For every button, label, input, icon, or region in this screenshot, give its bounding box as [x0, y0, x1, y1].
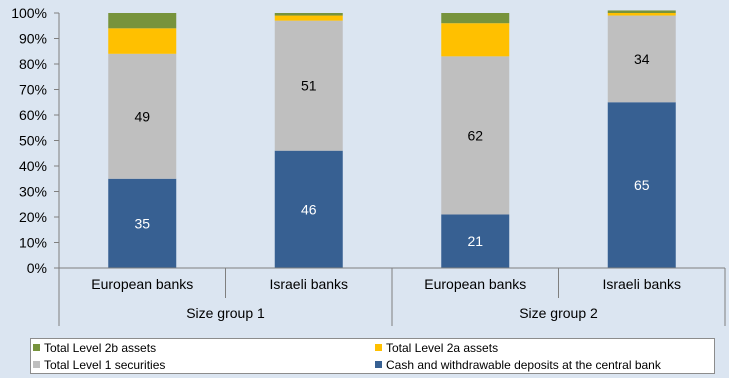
legend-item-cash: Cash and withdrawable deposits at the ce…: [375, 356, 661, 373]
bar-total-level-2b-assets-3: [441, 13, 510, 24]
data-label-cash-and-withdrawable-deposits-at-the-central-bank-4: 65: [634, 177, 650, 193]
y-tick-label: 90%: [19, 31, 47, 47]
legend-swatch-level-2b: [33, 344, 40, 351]
data-label-total-level-1-securities-4: 34: [634, 51, 650, 67]
group-label-2: Size group 2: [519, 305, 598, 321]
bar-total-level-2a-assets-3: [441, 23, 510, 57]
y-tick-label: 60%: [19, 107, 47, 123]
legend-label-level-2a: Total Level 2a assets: [386, 340, 499, 355]
data-label-cash-and-withdrawable-deposits-at-the-central-bank-1: 35: [134, 215, 150, 231]
bar-labels-layer: 35 49 46 51 21 62 65 34: [134, 51, 649, 249]
category-labels: European banks Israeli banks European bank…: [91, 276, 681, 292]
axes-layer: [54, 12, 726, 326]
bar-total-level-1-securities-2: [274, 20, 343, 151]
bar-cash-and-withdrawable-deposits-at-the-central-bank-4: [607, 102, 676, 268]
y-tick-label: 0%: [27, 260, 47, 276]
y-tick-label: 20%: [19, 209, 47, 225]
category-label-1: European banks: [91, 276, 193, 292]
y-tick-label: 100%: [11, 5, 47, 21]
legend-label-level-2b: Total Level 2b assets: [44, 340, 157, 355]
bar-total-level-2a-assets-1: [108, 28, 177, 54]
bar-total-level-2a-assets-2: [274, 15, 343, 21]
legend-label-level-1: Total Level 1 securities: [44, 357, 166, 372]
bar-total-level-1-securities-4: [607, 15, 676, 103]
category-label-4: Israeli banks: [602, 276, 681, 292]
data-label-total-level-1-securities-3: 62: [467, 127, 483, 143]
bar-cash-and-withdrawable-deposits-at-the-central-bank-2: [274, 150, 343, 268]
bar-total-level-2b-assets-4: [607, 10, 676, 13]
group-labels: Size group 1 Size group 2: [186, 305, 598, 321]
y-tick-label: 70%: [19, 82, 47, 98]
data-label-cash-and-withdrawable-deposits-at-the-central-bank-2: 46: [301, 201, 317, 217]
data-label-total-level-1-securities-1: 49: [134, 108, 150, 124]
bar-total-level-1-securities-1: [108, 53, 177, 179]
y-tick-labels: 0% 10% 20% 30% 40% 50% 60% 70% 80% 90% 100%: [11, 5, 47, 276]
bar-total-level-2b-assets-1: [108, 13, 177, 29]
legend-swatch-level-2a: [375, 344, 382, 351]
legend-swatch-cash: [375, 361, 382, 368]
legend-swatch-level-1: [33, 361, 40, 368]
data-label-cash-and-withdrawable-deposits-at-the-central-bank-3: 21: [467, 233, 483, 249]
y-tick-label: 50%: [19, 133, 47, 149]
y-tick-label: 40%: [19, 158, 47, 174]
bar-cash-and-withdrawable-deposits-at-the-central-bank-1: [108, 178, 177, 268]
bar-total-level-2a-assets-4: [607, 13, 676, 16]
legend: Total Level 2b assets Total Level 2a ass…: [30, 338, 715, 374]
legend-item-level-1: Total Level 1 securities: [33, 356, 165, 373]
bars-layer: [108, 10, 676, 268]
bar-cash-and-withdrawable-deposits-at-the-central-bank-3: [441, 214, 510, 268]
legend-item-level-2a: Total Level 2a assets: [375, 339, 498, 356]
category-label-3: European banks: [424, 276, 526, 292]
y-tick-label: 30%: [19, 184, 47, 200]
y-tick-label: 10%: [19, 235, 47, 251]
group-label-1: Size group 1: [186, 305, 265, 321]
data-label-total-level-1-securities-2: 51: [301, 78, 317, 94]
legend-label-cash: Cash and withdrawable deposits at the ce…: [386, 357, 661, 372]
bar-total-level-2b-assets-2: [274, 13, 343, 16]
legend-item-level-2b: Total Level 2b assets: [33, 339, 156, 356]
y-tick-label: 80%: [19, 56, 47, 72]
bar-total-level-1-securities-3: [441, 56, 510, 215]
category-label-2: Israeli banks: [269, 276, 348, 292]
